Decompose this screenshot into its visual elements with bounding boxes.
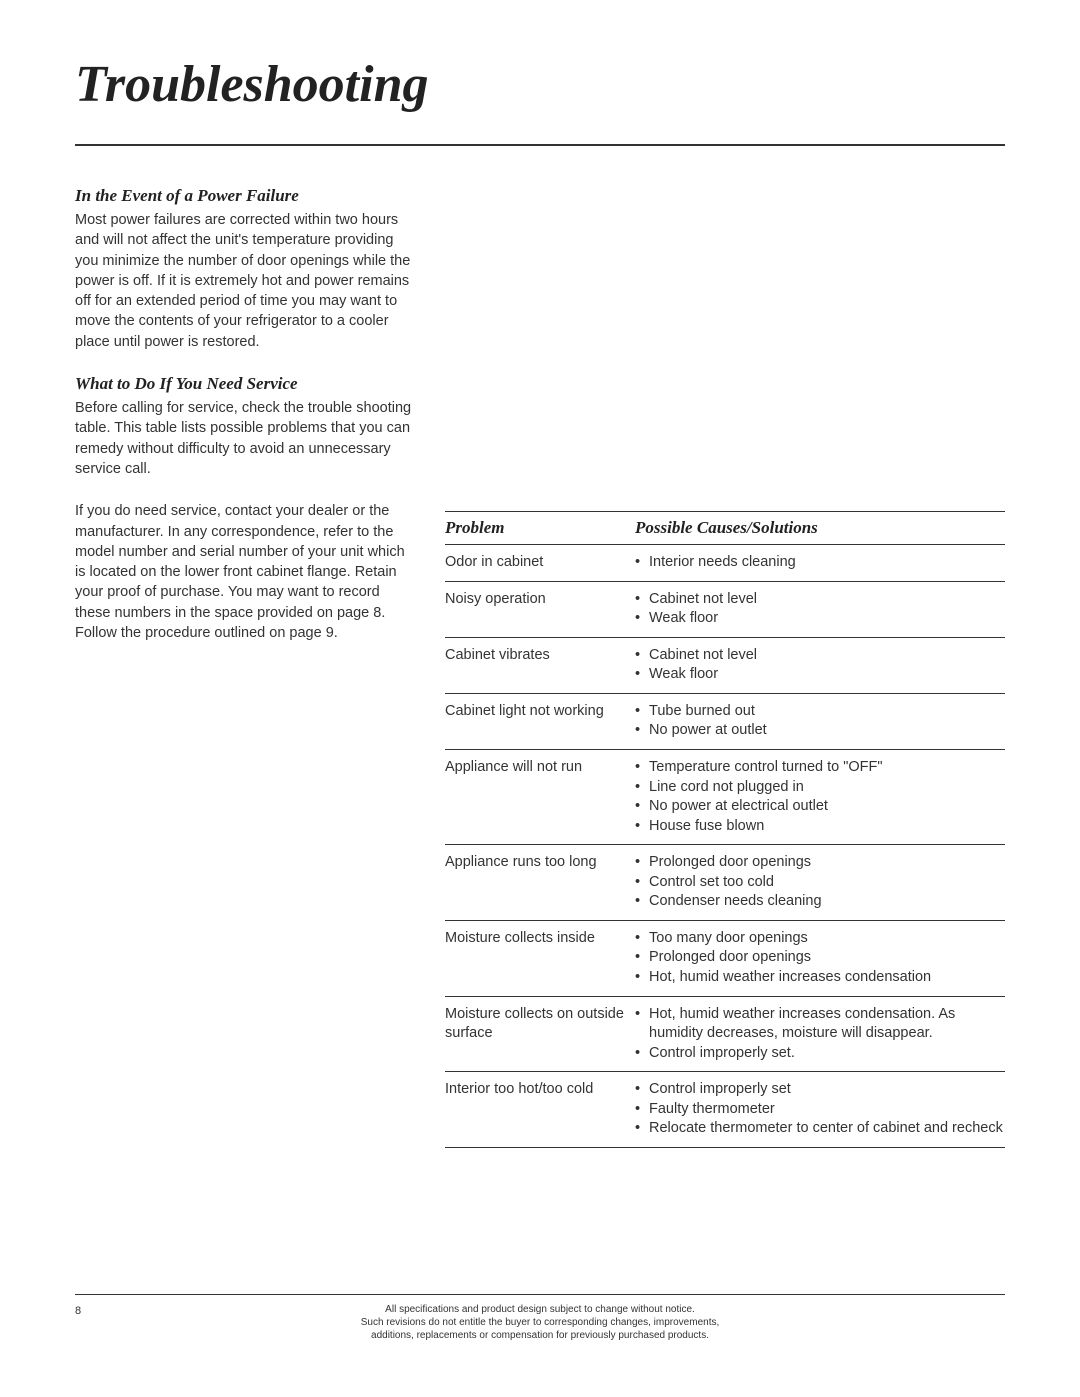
body-paragraph: Before calling for service, check the tr…: [75, 398, 415, 479]
solution-item: Line cord not plugged in: [635, 778, 1005, 798]
solution-item: Control improperly set.: [635, 1044, 1005, 1064]
page-footer: 8 All specifications and product design …: [75, 1294, 1005, 1342]
table-row: Appliance runs too longProlonged door op…: [445, 845, 1005, 921]
solution-item: House fuse blown: [635, 817, 1005, 837]
table-row: Cabinet light not workingTube burned out…: [445, 693, 1005, 749]
problem-cell: Cabinet light not working: [445, 693, 635, 749]
solution-item: No power at outlet: [635, 721, 1005, 741]
table-row: Interior too hot/too coldControl imprope…: [445, 1072, 1005, 1148]
table-row: Moisture collects on outside surfaceHot,…: [445, 996, 1005, 1072]
solutions-list: Cabinet not levelWeak floor: [635, 590, 1005, 629]
solutions-list: Too many door openingsProlonged door ope…: [635, 929, 1005, 988]
table-row: Odor in cabinetInterior needs cleaning: [445, 545, 1005, 582]
solution-item: Prolonged door openings: [635, 948, 1005, 968]
solutions-cell: Cabinet not levelWeak floor: [635, 581, 1005, 637]
solutions-cell: Control improperly setFaulty thermometer…: [635, 1072, 1005, 1148]
solution-item: Faulty thermometer: [635, 1100, 1005, 1120]
solution-item: Relocate thermometer to center of cabine…: [635, 1119, 1005, 1139]
problem-cell: Cabinet vibrates: [445, 637, 635, 693]
title-rule: [75, 144, 1005, 146]
table-row: Moisture collects insideToo many door op…: [445, 920, 1005, 996]
footer-text: All specifications and product design su…: [75, 1303, 1005, 1342]
solution-item: Hot, humid weather increases condensatio…: [635, 968, 1005, 988]
solutions-cell: Hot, humid weather increases condensatio…: [635, 996, 1005, 1072]
table-row: Noisy operationCabinet not levelWeak flo…: [445, 581, 1005, 637]
problem-cell: Appliance will not run: [445, 749, 635, 844]
section-need-service: What to Do If You Need Service Before ca…: [75, 374, 415, 643]
page-title: Troubleshooting: [75, 55, 1005, 114]
section-heading: What to Do If You Need Service: [75, 374, 415, 394]
solutions-list: Temperature control turned to "OFF"Line …: [635, 758, 1005, 836]
footer-line: All specifications and product design su…: [385, 1304, 695, 1315]
table-row: Cabinet vibratesCabinet not levelWeak fl…: [445, 637, 1005, 693]
problem-cell: Interior too hot/too cold: [445, 1072, 635, 1148]
problem-cell: Moisture collects on outside surface: [445, 996, 635, 1072]
page-number: 8: [75, 1305, 81, 1317]
table-header-row: Problem Possible Causes/Solutions: [445, 512, 1005, 545]
solution-item: Cabinet not level: [635, 646, 1005, 666]
solution-item: Temperature control turned to "OFF": [635, 758, 1005, 778]
solution-item: Cabinet not level: [635, 590, 1005, 610]
table-header-solutions: Possible Causes/Solutions: [635, 512, 1005, 545]
solution-item: Tube burned out: [635, 702, 1005, 722]
solution-item: Interior needs cleaning: [635, 553, 1005, 573]
solution-item: Control improperly set: [635, 1080, 1005, 1100]
solution-item: Prolonged door openings: [635, 853, 1005, 873]
section-power-failure: In the Event of a Power Failure Most pow…: [75, 186, 415, 352]
footer-line: additions, replacements or compensation …: [371, 1330, 709, 1341]
solutions-cell: Temperature control turned to "OFF"Line …: [635, 749, 1005, 844]
solutions-list: Prolonged door openingsControl set too c…: [635, 853, 1005, 912]
right-column: Problem Possible Causes/Solutions Odor i…: [445, 186, 1005, 1148]
solution-item: Condenser needs cleaning: [635, 892, 1005, 912]
solution-item: Control set too cold: [635, 873, 1005, 893]
footer-line: Such revisions do not entitle the buyer …: [361, 1317, 720, 1328]
solutions-list: Cabinet not levelWeak floor: [635, 646, 1005, 685]
content-columns: In the Event of a Power Failure Most pow…: [75, 186, 1005, 1148]
problem-cell: Moisture collects inside: [445, 920, 635, 996]
problem-cell: Noisy operation: [445, 581, 635, 637]
body-paragraph: If you do need service, contact your dea…: [75, 501, 415, 643]
troubleshooting-table: Problem Possible Causes/Solutions Odor i…: [445, 511, 1005, 1148]
solutions-cell: Interior needs cleaning: [635, 545, 1005, 582]
solutions-list: Tube burned outNo power at outlet: [635, 702, 1005, 741]
solution-item: Weak floor: [635, 665, 1005, 685]
left-column: In the Event of a Power Failure Most pow…: [75, 186, 415, 1148]
solutions-cell: Tube burned outNo power at outlet: [635, 693, 1005, 749]
problem-cell: Appliance runs too long: [445, 845, 635, 921]
solution-item: Weak floor: [635, 609, 1005, 629]
solution-item: Too many door openings: [635, 929, 1005, 949]
body-paragraph: Most power failures are corrected within…: [75, 210, 415, 352]
table-header-problem: Problem: [445, 512, 635, 545]
section-heading: In the Event of a Power Failure: [75, 186, 415, 206]
problem-cell: Odor in cabinet: [445, 545, 635, 582]
table-row: Appliance will not runTemperature contro…: [445, 749, 1005, 844]
solution-item: No power at electrical outlet: [635, 797, 1005, 817]
solutions-cell: Too many door openingsProlonged door ope…: [635, 920, 1005, 996]
solutions-list: Interior needs cleaning: [635, 553, 1005, 573]
solution-item: Hot, humid weather increases condensatio…: [635, 1005, 1005, 1044]
solutions-list: Hot, humid weather increases condensatio…: [635, 1005, 1005, 1064]
solutions-list: Control improperly setFaulty thermometer…: [635, 1080, 1005, 1139]
solutions-cell: Prolonged door openingsControl set too c…: [635, 845, 1005, 921]
solutions-cell: Cabinet not levelWeak floor: [635, 637, 1005, 693]
page-container: Troubleshooting In the Event of a Power …: [0, 0, 1080, 1148]
